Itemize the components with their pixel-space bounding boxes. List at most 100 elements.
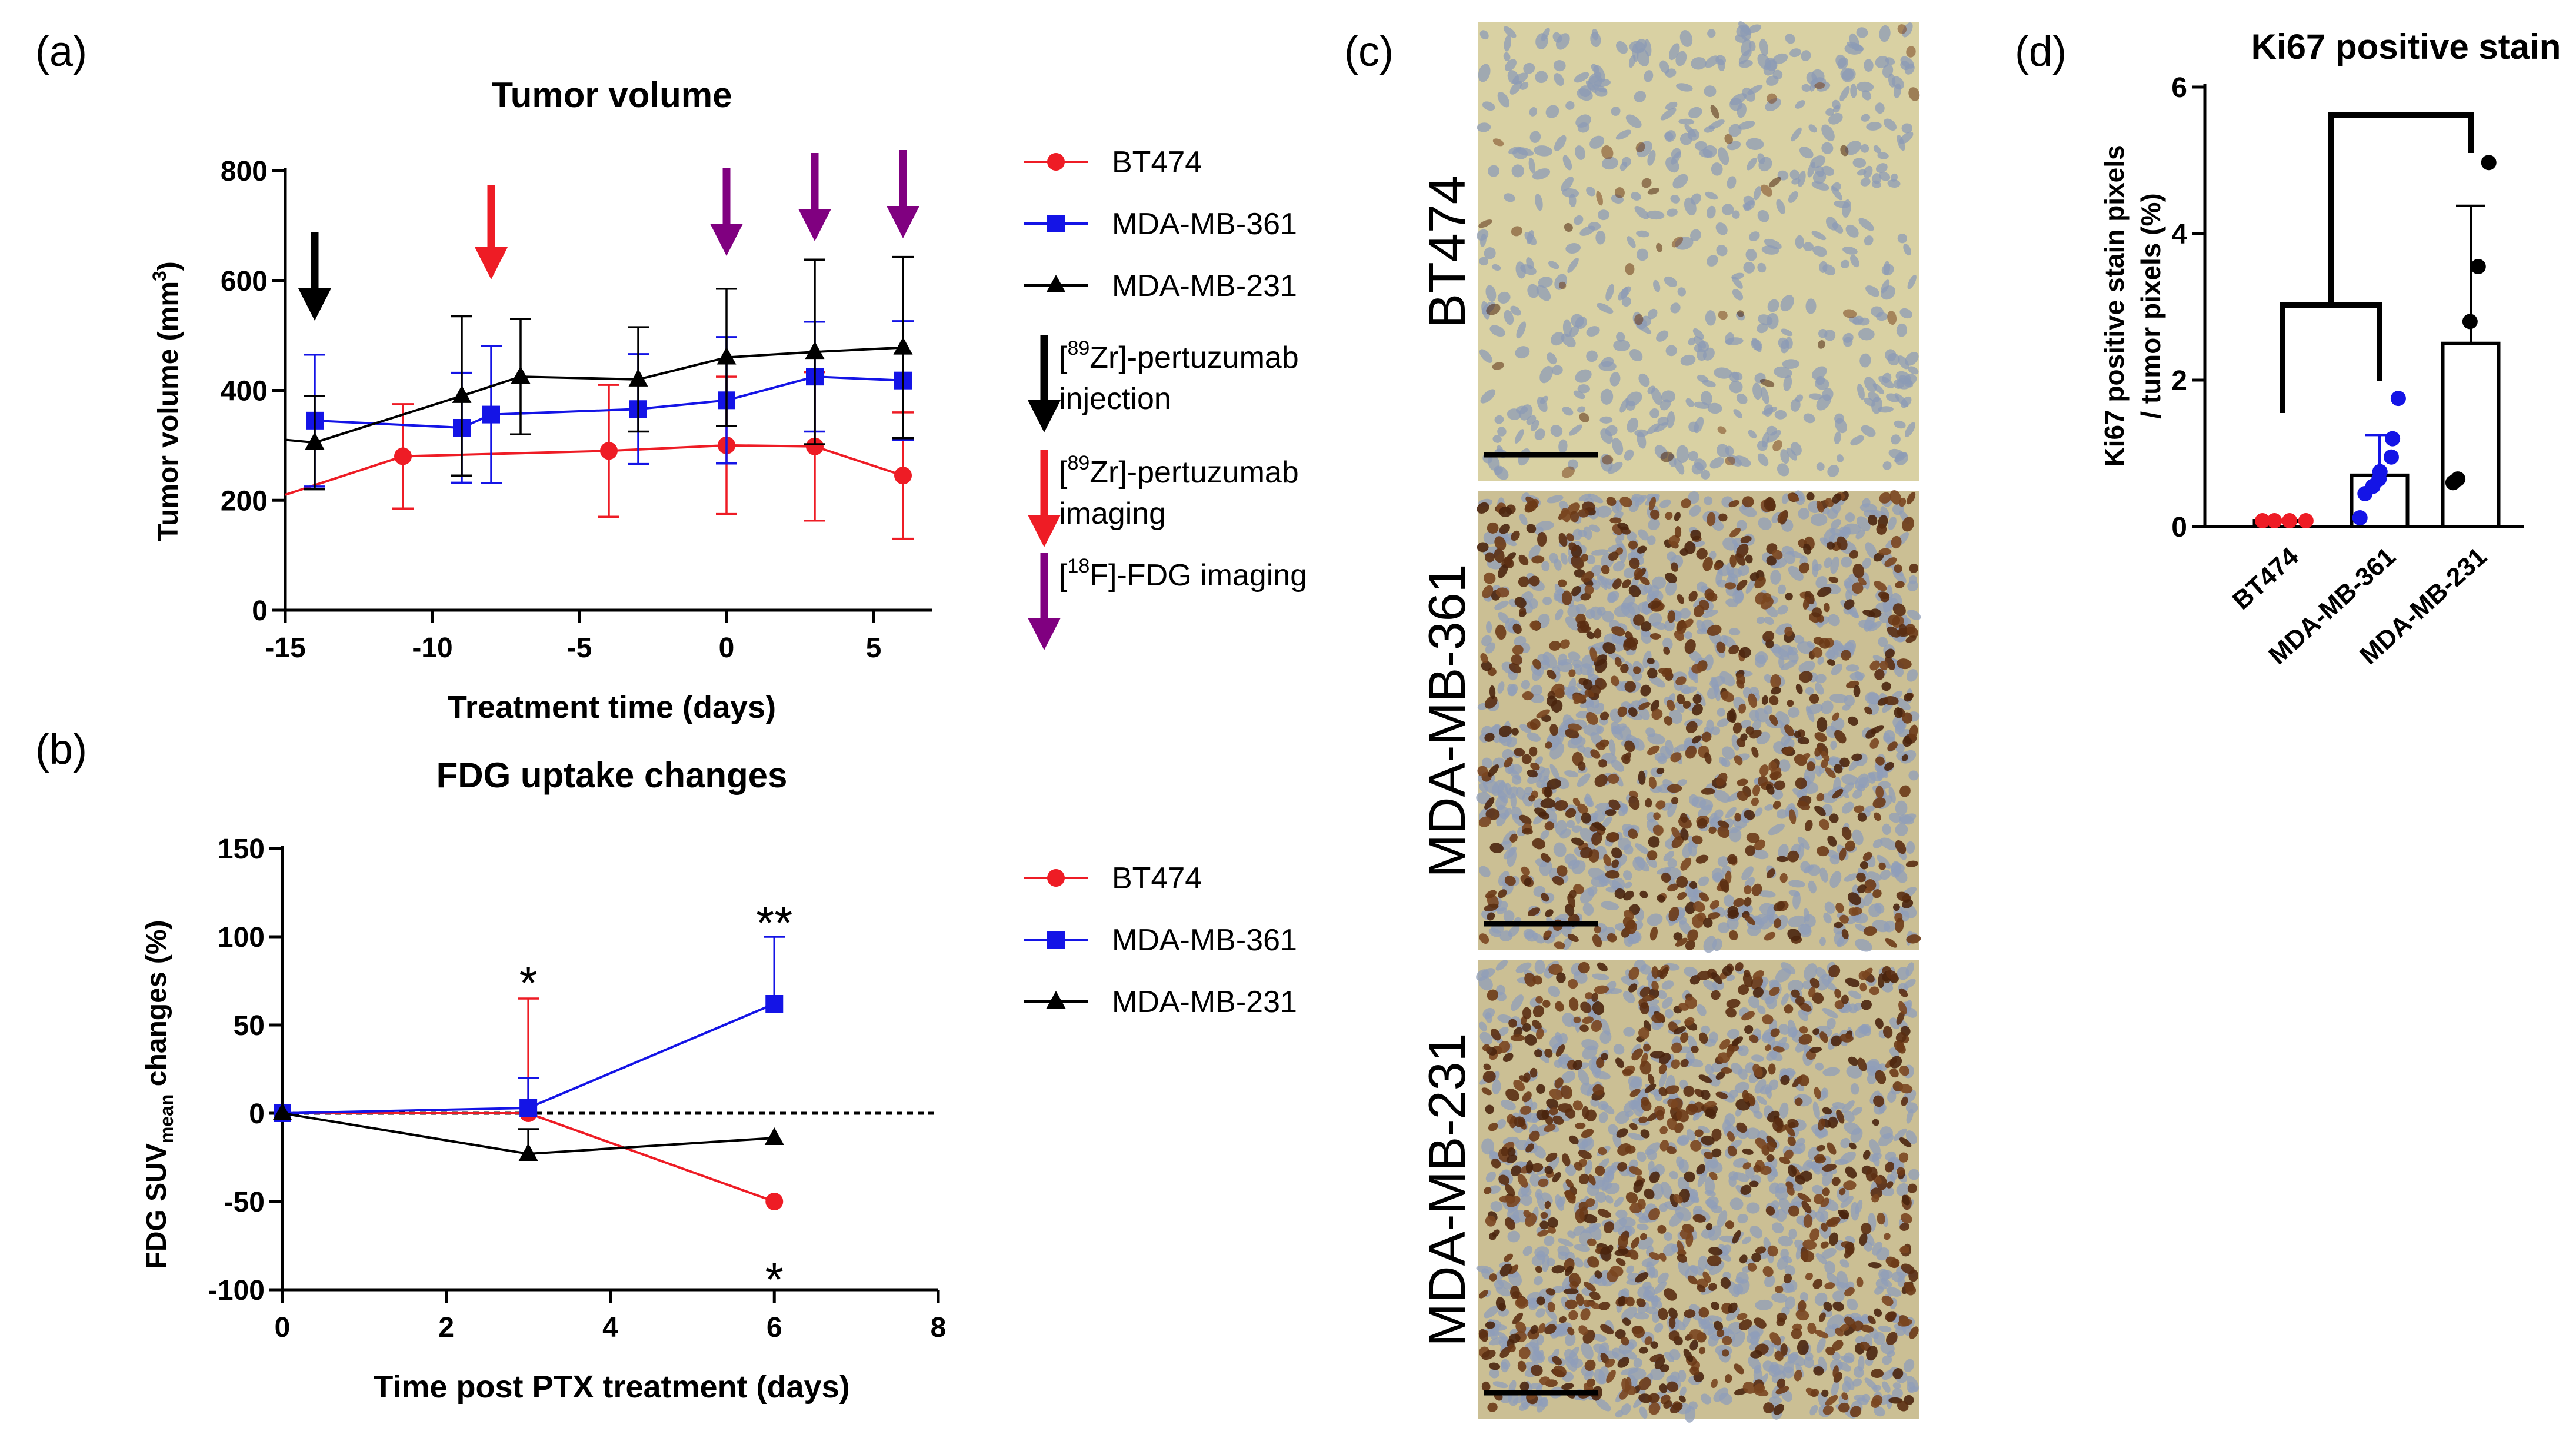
arrow-legend-icon (1028, 450, 1061, 547)
chart-a-legend-marker (1047, 153, 1065, 171)
chart-a-point (600, 442, 618, 460)
arrow-fdg-imaging (887, 150, 919, 238)
chart-a-xlabel: Treatment time (days) (448, 690, 776, 725)
chart-d-ylabel: Ki67 positive stain pixels / tumor pixels… (2099, 145, 2166, 467)
chart-b-ytick-label: -50 (224, 1187, 265, 1218)
arrow-head (1028, 400, 1061, 432)
chart-a-point (893, 337, 913, 355)
chart-d-point (2390, 391, 2406, 407)
chart-b-point (764, 1127, 784, 1145)
chart-d-ytick-label: 0 (2171, 512, 2187, 543)
chart-d-point (2352, 510, 2368, 526)
chart-a-legend-label: MDA-MB-361 (1112, 207, 1297, 241)
chart-b-xtick-label: 8 (931, 1312, 947, 1343)
micrograph-cells (1476, 959, 1920, 1423)
chart-a-point (452, 385, 472, 403)
chart-b-legend-item: MDA-MB-231 (1024, 985, 1297, 1019)
arrow-legend-item: [89Zr]-pertuzumab imaging (1028, 450, 1299, 547)
chart-d-xtick-label: BT474 (2227, 542, 2304, 615)
arrow-legend-label-line2: injection (1059, 382, 1171, 416)
chart-b-legend-item: BT474 (1024, 861, 1202, 896)
chart-a-legend-item: BT474 (1024, 145, 1202, 179)
arrow-head (1028, 515, 1061, 547)
chart-d-bracket (2328, 112, 2474, 305)
chart-d-point (2372, 464, 2388, 480)
chart-d-point (2385, 431, 2401, 447)
arrow-pertuzumab-injection (298, 232, 331, 321)
chart-a-xtick-label: 5 (866, 633, 882, 664)
chart-d-ytick-label: 4 (2171, 219, 2187, 250)
micrograph-panel: BT474 MDA-MB-361 MDA-MB-231 (1418, 21, 1921, 1423)
chart-a-series-line (285, 346, 904, 444)
chart-a-point (628, 368, 648, 387)
arrow-legend-item: [18F]-FDG imaging (1028, 553, 1307, 650)
chart-b-series-mda-mb-231 (272, 1103, 784, 1161)
arrow-head (475, 247, 508, 279)
chart-b-legend-marker (1047, 869, 1065, 887)
chart-a-legend-item: MDA-MB-231 (1024, 269, 1297, 303)
arrow-legend-label-line2: imaging (1059, 497, 1166, 531)
chart-b-point (765, 1193, 784, 1210)
chart-a-title: Tumor volume (492, 75, 732, 115)
chart-a-ylabel: Tumor volume (mm3) (149, 261, 184, 541)
chart-d-bar-mda-mb-231 (2441, 341, 2501, 528)
chart-b-legend-label: BT474 (1112, 861, 1202, 896)
chart-b-point (518, 1143, 538, 1161)
chart-b-xtick-label: 6 (767, 1312, 782, 1343)
chart-b-xtick-label: 4 (602, 1312, 618, 1343)
chart-a-ytick-label: 200 (221, 485, 268, 517)
chart-a-series-mda-mb-231 (285, 255, 914, 491)
arrow-legend-label: [89Zr]-pertuzumab (1059, 452, 1299, 490)
arrow-legend-label: [89Zr]-pertuzumab (1059, 337, 1299, 375)
chart-b-point (272, 1103, 292, 1120)
panel-label-c: (c) (1344, 28, 1394, 75)
chart-b-legend-item: MDA-MB-361 (1024, 923, 1297, 957)
chart-d-ytick-label: 6 (2171, 72, 2187, 104)
chart-d-point (2254, 513, 2270, 529)
chart-b-significance-mark: * (765, 1253, 784, 1306)
micrograph-cells (1476, 490, 1921, 953)
chart-a-series-bt474 (285, 371, 914, 540)
chart-d-bracket (2280, 302, 2382, 414)
panel-label-a: (a) (35, 28, 87, 75)
chart-a-point (717, 347, 737, 365)
chart-fdg-uptake: FDG uptake changes -100 -50 0 50 100 150 0 2 4 6 8… (141, 756, 1297, 1405)
chart-b-ytick-label: 50 (234, 1010, 265, 1041)
arrow-head (298, 288, 331, 321)
panel-label-d: (d) (2015, 28, 2067, 75)
micrograph-label: MDA-MB-361 (1418, 564, 1476, 878)
chart-b-ytick-label: 0 (249, 1099, 265, 1130)
chart-d-point (2481, 155, 2497, 171)
chart-a-legend-marker (1047, 215, 1065, 232)
chart-a-ytick-label: 400 (221, 376, 268, 407)
chart-b-xtick-label: 0 (275, 1312, 291, 1343)
chart-a-legend-label: MDA-MB-231 (1112, 269, 1297, 303)
chart-a-xtick-label: 0 (719, 633, 735, 664)
chart-d-point (2462, 314, 2478, 330)
micrograph-bt474 (1477, 21, 1920, 481)
chart-b-legend-label: MDA-MB-361 (1112, 923, 1297, 957)
chart-d-ytick-label: 2 (2171, 365, 2187, 397)
chart-d-point (2450, 471, 2466, 487)
chart-a-xtick-label: -10 (412, 633, 452, 664)
chart-b-point (519, 1099, 538, 1117)
chart-d-point (2267, 513, 2282, 529)
chart-b-ytick-label: -100 (208, 1275, 265, 1306)
arrow-head (710, 224, 743, 256)
chart-b-title: FDG uptake changes (436, 756, 788, 795)
chart-a-point (806, 437, 824, 455)
arrow-fdg-imaging (798, 153, 831, 241)
chart-b-significance-mark: * (519, 957, 538, 1009)
chart-a-point (511, 366, 531, 384)
micrograph-mda-mb-361 (1476, 490, 1921, 953)
chart-b-ytick-label: 100 (218, 922, 265, 953)
chart-a-legend-item: MDA-MB-361 (1024, 207, 1297, 241)
chart-d-point (2383, 449, 2399, 465)
panel-label-b: (b) (35, 726, 87, 773)
micrograph-label: BT474 (1418, 175, 1476, 328)
chart-a-xtick-label: -5 (567, 633, 592, 664)
chart-d-point (2282, 513, 2298, 529)
chart-b-ytick-label: 150 (218, 834, 265, 865)
arrow-fdg-imaging (710, 168, 743, 256)
